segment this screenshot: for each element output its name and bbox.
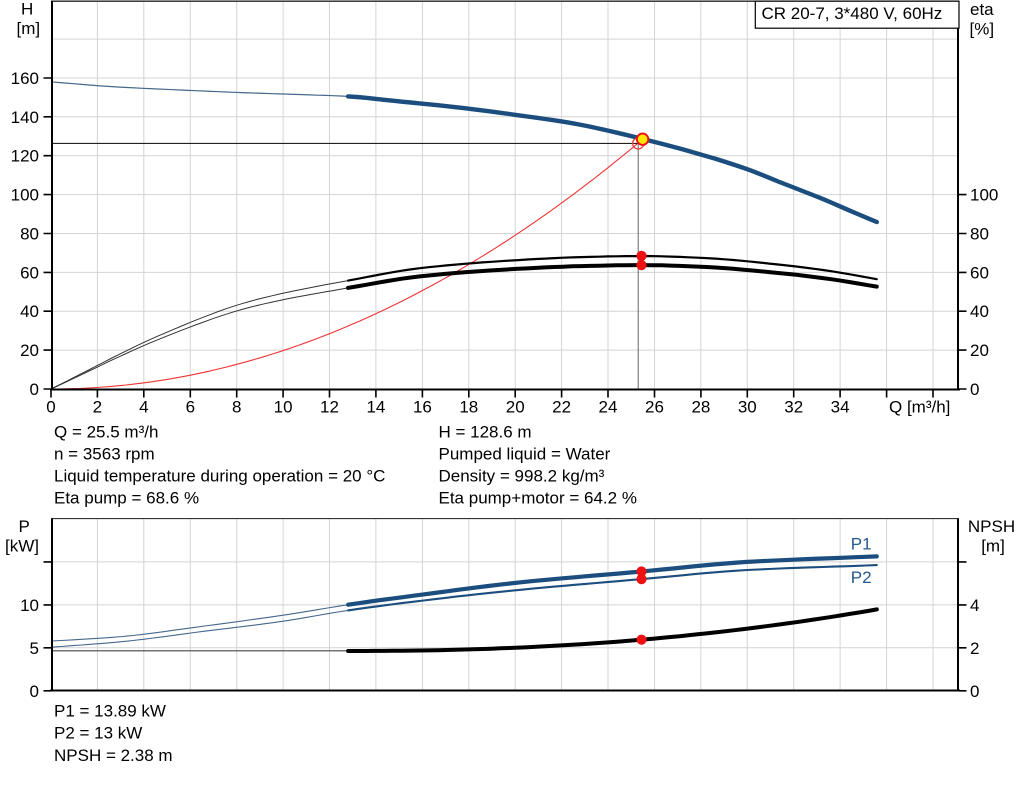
svg-text:Q [m³/h]: Q [m³/h] xyxy=(889,398,950,417)
svg-text:Pumped liquid = Water: Pumped liquid = Water xyxy=(439,445,611,464)
svg-text:P: P xyxy=(19,517,30,536)
svg-text:60: 60 xyxy=(970,263,989,282)
svg-text:20: 20 xyxy=(970,341,989,360)
svg-text:Q = 25.5 m³/h: Q = 25.5 m³/h xyxy=(54,423,158,442)
svg-text:0: 0 xyxy=(46,398,55,417)
svg-text:4: 4 xyxy=(970,596,979,615)
svg-text:eta: eta xyxy=(970,0,994,19)
svg-text:34: 34 xyxy=(831,398,850,417)
svg-text:32: 32 xyxy=(784,398,803,417)
svg-text:80: 80 xyxy=(970,225,989,244)
svg-text:Liquid temperature during oper: Liquid temperature during operation = 20… xyxy=(54,467,385,486)
svg-text:0: 0 xyxy=(30,380,39,399)
svg-text:2: 2 xyxy=(970,639,979,658)
svg-text:0: 0 xyxy=(970,380,979,399)
svg-text:[%]: [%] xyxy=(970,20,995,39)
svg-text:40: 40 xyxy=(970,302,989,321)
svg-text:160: 160 xyxy=(11,69,39,88)
svg-text:[kW]: [kW] xyxy=(5,537,39,556)
svg-text:H: H xyxy=(21,0,33,19)
svg-text:P1 = 13.89 kW: P1 = 13.89 kW xyxy=(54,702,166,721)
svg-text:P2 = 13 kW: P2 = 13 kW xyxy=(54,724,142,743)
svg-text:140: 140 xyxy=(11,108,39,127)
svg-text:22: 22 xyxy=(552,398,571,417)
svg-text:H = 128.6 m: H = 128.6 m xyxy=(439,423,532,442)
svg-text:Density = 998.2 kg/m³: Density = 998.2 kg/m³ xyxy=(439,467,605,486)
svg-text:5: 5 xyxy=(30,639,39,658)
svg-text:Eta pump = 68.6 %: Eta pump = 68.6 % xyxy=(54,489,199,508)
svg-text:0: 0 xyxy=(970,682,979,701)
svg-text:20: 20 xyxy=(506,398,525,417)
svg-text:Eta pump+motor = 64.2 %: Eta pump+motor = 64.2 % xyxy=(439,489,637,508)
svg-text:60: 60 xyxy=(20,263,39,282)
svg-text:20: 20 xyxy=(20,341,39,360)
svg-text:100: 100 xyxy=(11,186,39,205)
svg-text:120: 120 xyxy=(11,147,39,166)
svg-text:10: 10 xyxy=(274,398,293,417)
svg-text:100: 100 xyxy=(970,186,998,205)
svg-text:40: 40 xyxy=(20,302,39,321)
svg-text:80: 80 xyxy=(20,225,39,244)
svg-text:6: 6 xyxy=(186,398,195,417)
svg-text:12: 12 xyxy=(320,398,339,417)
svg-text:2: 2 xyxy=(93,398,102,417)
svg-text:8: 8 xyxy=(232,398,241,417)
svg-text:P2: P2 xyxy=(851,568,872,587)
svg-text:NPSH: NPSH xyxy=(968,517,1015,536)
svg-text:24: 24 xyxy=(599,398,618,417)
svg-text:10: 10 xyxy=(20,596,39,615)
svg-text:28: 28 xyxy=(691,398,710,417)
svg-text:[m]: [m] xyxy=(981,537,1005,556)
svg-text:n = 3563 rpm: n = 3563 rpm xyxy=(54,445,155,464)
svg-text:18: 18 xyxy=(459,398,478,417)
svg-text:30: 30 xyxy=(738,398,757,417)
svg-text:[m]: [m] xyxy=(16,19,40,38)
svg-text:4: 4 xyxy=(139,398,148,417)
svg-text:16: 16 xyxy=(413,398,432,417)
svg-text:26: 26 xyxy=(645,398,664,417)
svg-text:NPSH = 2.38 m: NPSH = 2.38 m xyxy=(54,746,173,765)
svg-text:0: 0 xyxy=(30,682,39,701)
svg-text:14: 14 xyxy=(366,398,385,417)
svg-text:P1: P1 xyxy=(851,535,872,554)
svg-text:CR 20-7, 3*480 V, 60Hz: CR 20-7, 3*480 V, 60Hz xyxy=(761,4,942,23)
